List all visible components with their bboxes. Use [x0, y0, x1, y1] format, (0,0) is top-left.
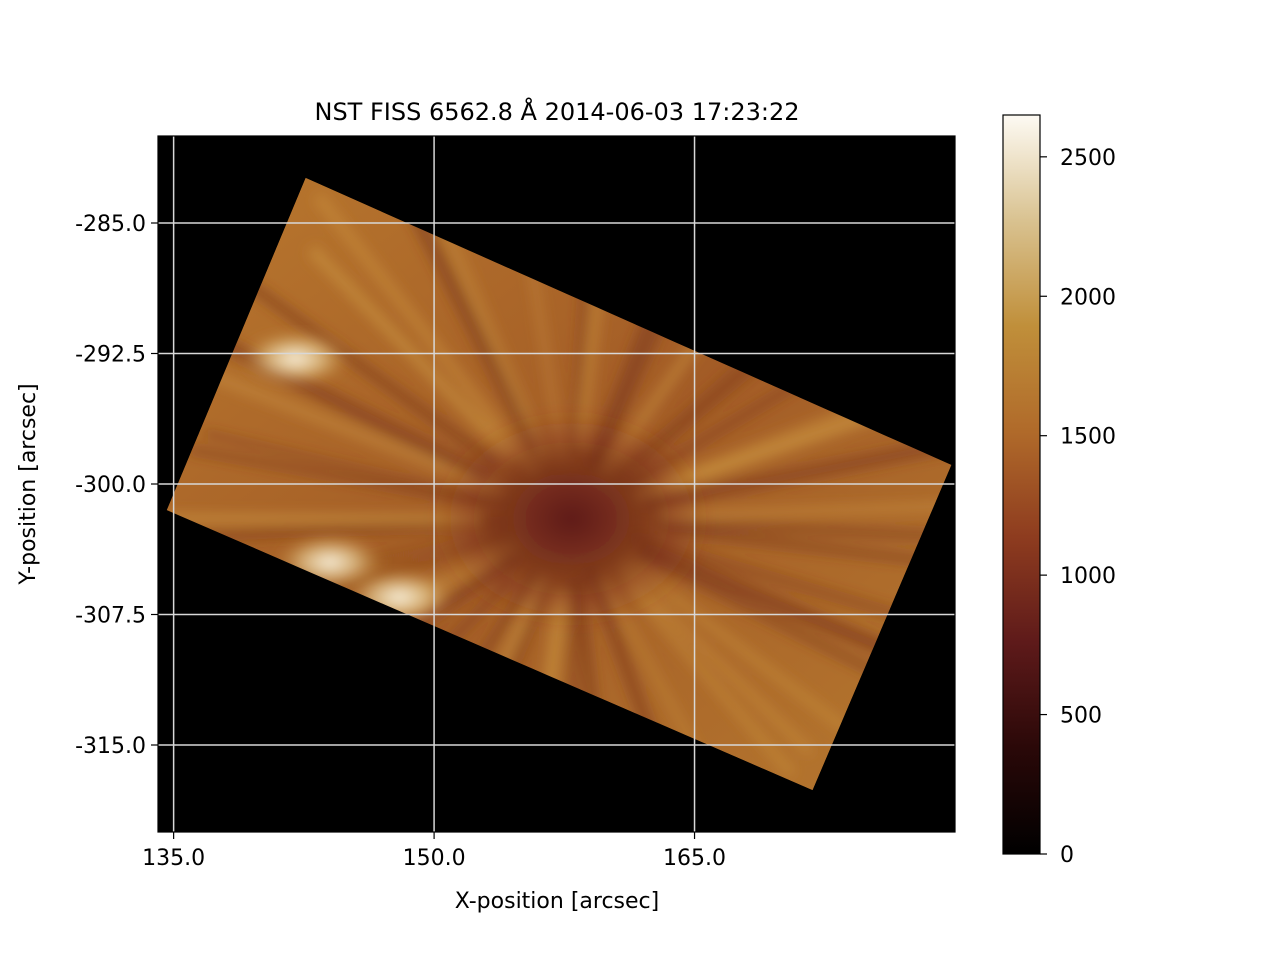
colorbar-tick-label: 1500 — [1060, 425, 1116, 450]
x-axis: 135.0 150.0 165.0 — [142, 832, 726, 871]
dark-core — [431, 408, 712, 629]
bright-region-upper — [240, 330, 351, 387]
intensity-features — [240, 330, 712, 629]
colorbar-ticks: 0 500 1000 1500 2000 2500 — [1040, 146, 1116, 868]
x-axis-label: X-position [arcsec] — [455, 889, 659, 914]
grid-lines — [158, 136, 955, 832]
y-tick-label: -285.0 — [75, 212, 146, 237]
y-tick-label: -315.0 — [75, 734, 146, 759]
plot-area — [158, 136, 955, 832]
fibril-streak — [598, 572, 753, 791]
chart-title: NST FISS 6562.8 Å 2014-06-03 17:23:22 — [314, 97, 799, 126]
fibril-streak — [405, 204, 544, 455]
colorbar-tick-label: 1000 — [1060, 564, 1116, 589]
fibril-streak — [223, 263, 502, 471]
colorbar: 0 500 1000 1500 2000 2500 — [1002, 114, 1116, 868]
x-tick-label: 135.0 — [142, 846, 205, 871]
y-tick-label: -307.5 — [75, 604, 146, 629]
y-tick-label: -300.0 — [75, 473, 146, 498]
y-tick-label: -292.5 — [75, 343, 146, 368]
colorbar-tick-label: 2500 — [1060, 146, 1116, 171]
y-axis: -285.0 -292.5 -300.0 -307.5 -315.0 — [75, 212, 158, 759]
colorbar-gradient — [1002, 114, 1041, 855]
colorbar-tick-label: 2000 — [1060, 285, 1116, 310]
x-tick-label: 165.0 — [663, 846, 726, 871]
x-tick-label: 150.0 — [403, 846, 466, 871]
colorbar-tick-label: 500 — [1060, 704, 1102, 729]
y-axis-label: Y-position [arcsec] — [16, 383, 41, 585]
colorbar-tick-label: 0 — [1060, 843, 1074, 868]
